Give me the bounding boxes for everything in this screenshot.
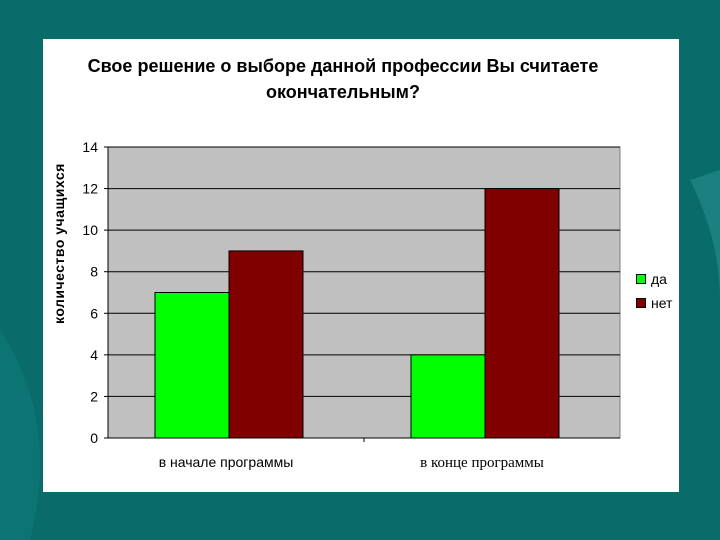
legend-swatch-da xyxy=(636,274,646,284)
y-tick-label: 8 xyxy=(90,264,98,280)
chart-panel: Свое решение о выборе данной профессии В… xyxy=(43,39,679,492)
bar-net-1 xyxy=(228,250,304,439)
x-tick-label: в начале программы xyxy=(159,454,294,470)
legend-item-da: да xyxy=(636,268,672,290)
chart-title-line-1: Свое решение о выборе данной профессии В… xyxy=(87,56,599,76)
legend: да нет xyxy=(636,268,672,316)
y-tick-label: 2 xyxy=(90,388,98,404)
bar-da-1 xyxy=(154,292,230,439)
y-tick-label: 14 xyxy=(82,139,98,155)
y-tick-label: 10 xyxy=(82,222,98,238)
y-tick-label: 12 xyxy=(82,181,98,197)
legend-item-net: нет xyxy=(636,292,672,314)
y-tick-label: 0 xyxy=(90,430,98,446)
y-tick-label: 4 xyxy=(90,347,98,363)
legend-swatch-net xyxy=(636,298,646,308)
bar-da-2 xyxy=(410,354,486,439)
legend-label-net: нет xyxy=(651,295,673,311)
chart-title: Свое решение о выборе данной профессии В… xyxy=(43,53,643,105)
y-tick-label: 6 xyxy=(90,305,98,321)
chart-title-line-2: окончательным? xyxy=(266,82,420,102)
legend-label-da: да xyxy=(651,271,667,287)
x-tick-label: в конце программы xyxy=(420,455,544,471)
bar-net-2 xyxy=(484,188,560,439)
bar-chart: 0 2 4 6 8 10 12 14 в начале программы в конце про… xyxy=(82,139,621,471)
